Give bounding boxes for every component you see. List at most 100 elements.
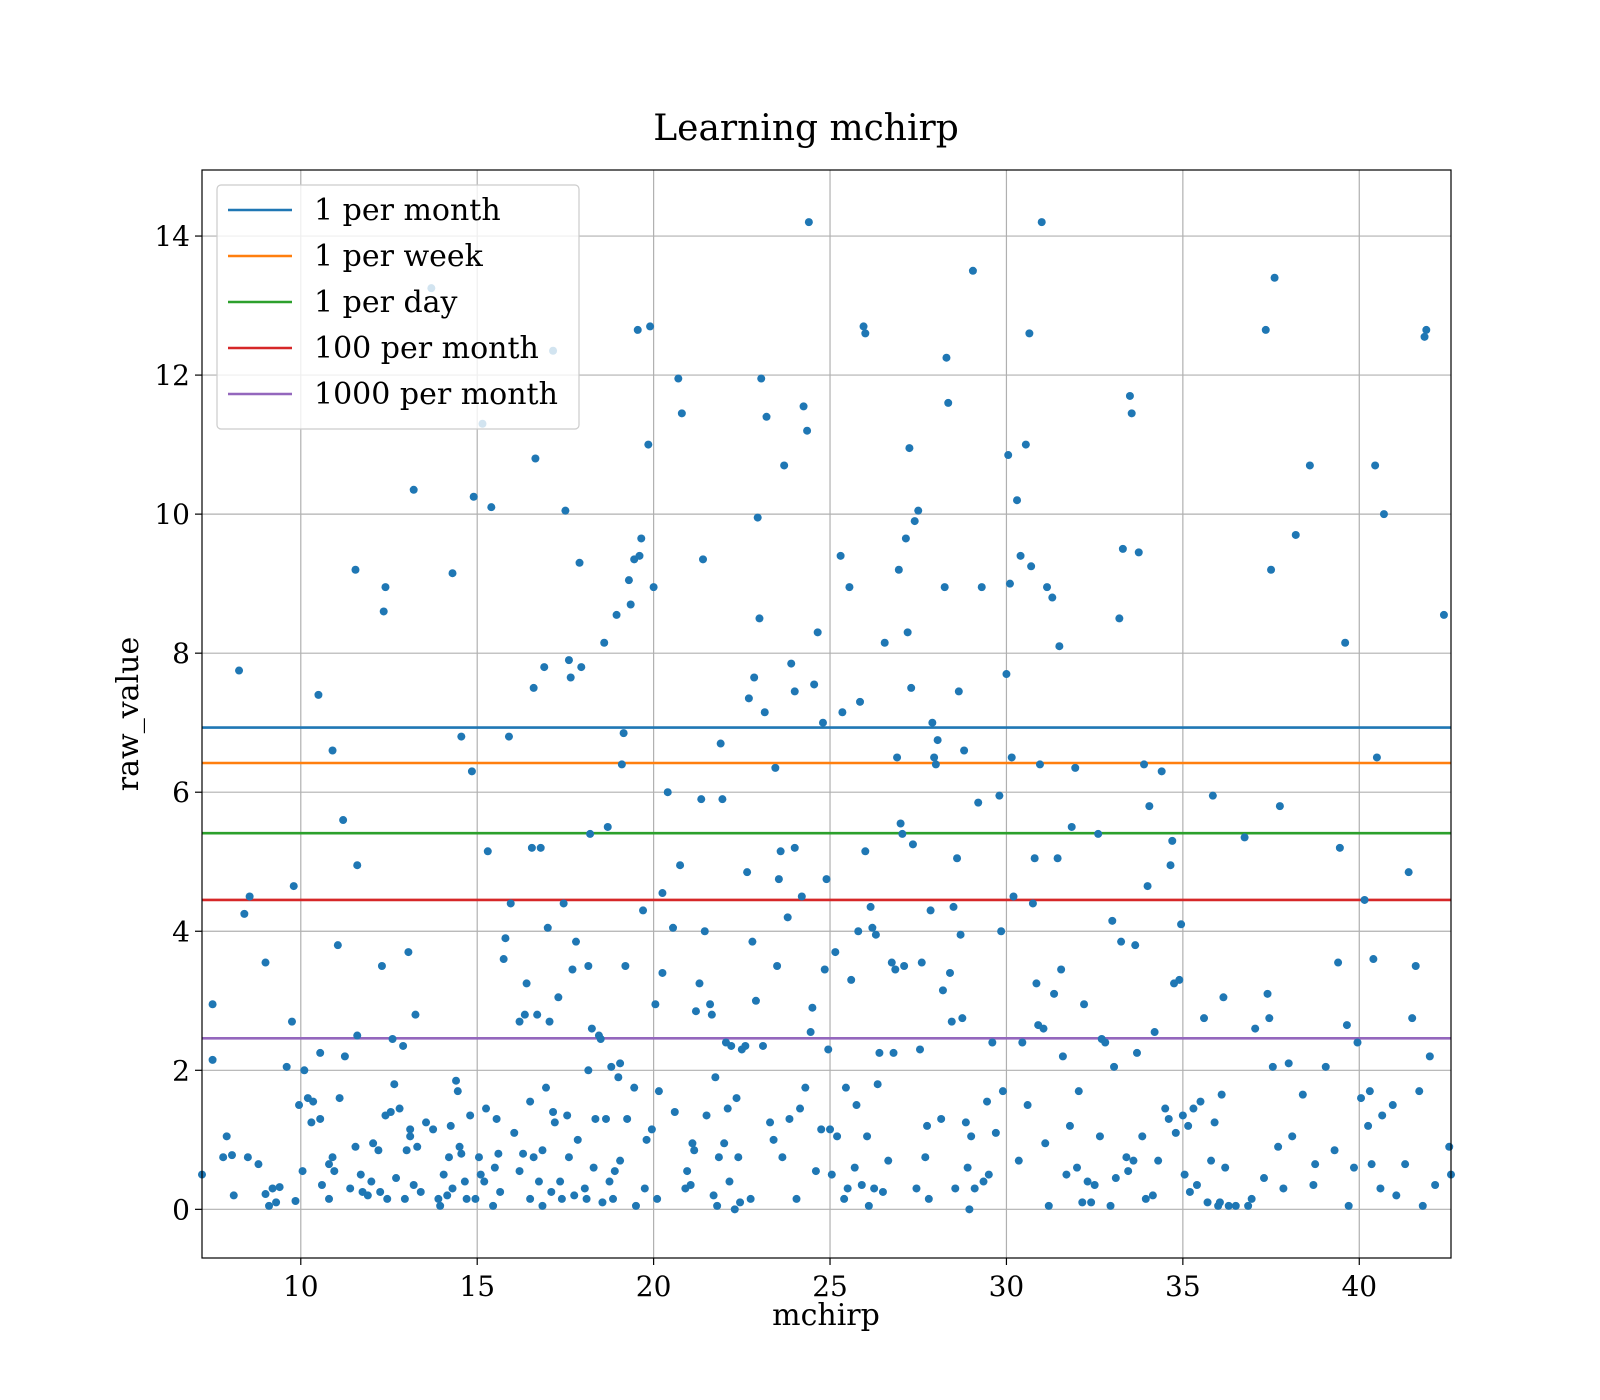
scatter-point — [697, 795, 706, 804]
scatter-point — [351, 565, 360, 574]
scatter-point — [654, 1087, 663, 1096]
scatter-point — [1231, 1201, 1240, 1210]
scatter-point — [1401, 1160, 1410, 1169]
scatter-point — [928, 718, 937, 727]
scatter-point — [587, 1024, 596, 1033]
scatter-point — [333, 941, 342, 950]
scatter-point — [910, 517, 919, 526]
scatter-point — [542, 1083, 551, 1092]
scatter-point — [766, 1118, 775, 1127]
scatter-point — [444, 1153, 453, 1162]
scatter-point — [1321, 1062, 1330, 1071]
scatter-point — [1240, 833, 1249, 842]
scatter-point — [1018, 1038, 1027, 1047]
scatter-point — [926, 906, 935, 915]
scatter-point — [730, 1205, 739, 1214]
scatter-point — [686, 1181, 695, 1190]
scatter-point — [997, 927, 1006, 936]
scatter-point — [1043, 583, 1052, 592]
scatter-point — [1154, 1156, 1163, 1165]
scatter-point — [1192, 1181, 1201, 1190]
scatter-point — [1196, 1097, 1205, 1106]
y-tick-label: 8 — [172, 637, 190, 670]
scatter-point — [1021, 440, 1030, 449]
scatter-point — [1207, 1156, 1216, 1165]
scatter-point — [538, 1146, 547, 1155]
scatter-point — [723, 1104, 732, 1113]
scatter-point — [549, 1108, 558, 1117]
scatter-point — [1090, 1181, 1099, 1190]
scatter-point — [208, 1000, 217, 1009]
scatter-point — [469, 492, 478, 501]
scatter-point — [949, 902, 958, 911]
scatter-point — [457, 732, 466, 741]
scatter-point — [570, 1191, 579, 1200]
scatter-point — [448, 569, 457, 578]
scatter-point — [395, 1104, 404, 1113]
scatter-point — [564, 656, 573, 665]
scatter-point — [711, 1073, 720, 1082]
scatter-point — [559, 899, 568, 908]
scatter-point — [406, 1132, 415, 1141]
scatter-point — [760, 708, 769, 717]
scatter-point — [1129, 1156, 1138, 1165]
scatter-point — [619, 729, 628, 738]
scatter-point — [388, 1035, 397, 1044]
scatter-point — [533, 1010, 542, 1019]
scatter-point — [1094, 829, 1103, 838]
scatter-point — [951, 1184, 960, 1193]
scatter-point — [1140, 760, 1149, 769]
scatter-point — [700, 927, 709, 936]
scatter-point — [884, 1156, 893, 1165]
scatter-point — [875, 1048, 884, 1057]
scatter-point — [758, 1041, 767, 1050]
legend-label: 1 per day — [314, 285, 458, 320]
scatter-point — [774, 875, 783, 884]
scatter-point — [1251, 1024, 1260, 1033]
scatter-point — [1037, 218, 1046, 227]
scatter-point — [356, 1170, 365, 1179]
scatter-point — [1275, 802, 1284, 811]
scatter-point — [1161, 1104, 1170, 1113]
scatter-point — [1279, 1184, 1288, 1193]
chart-title: Learning mchirp — [653, 108, 959, 149]
scatter-point — [674, 374, 683, 383]
scatter-point — [1342, 1021, 1351, 1030]
scatter-point — [1365, 1087, 1374, 1096]
scatter-point — [561, 506, 570, 515]
scatter-point — [455, 1142, 464, 1151]
scatter-point — [944, 398, 953, 407]
scatter-point — [727, 1041, 736, 1050]
scatter-point — [861, 847, 870, 856]
scatter-point — [1369, 955, 1378, 964]
scatter-point — [275, 1183, 284, 1192]
scatter-point — [699, 555, 708, 564]
axis-ticks: 10 15 20 25 30 35 40 0 2 4 6 8 10 12 14 — [154, 220, 1377, 1303]
scatter-point — [1106, 1201, 1115, 1210]
scatter-point — [571, 937, 580, 946]
scatter-point — [1041, 1139, 1050, 1148]
scatter-point — [743, 868, 752, 877]
scatter-point — [873, 1080, 882, 1089]
legend-label: 1 per month — [314, 193, 501, 228]
scatter-point — [863, 1132, 872, 1141]
scatter-point — [631, 1201, 640, 1210]
scatter-point — [610, 1167, 619, 1176]
legend-label: 1000 per month — [314, 377, 558, 412]
scatter-point — [974, 798, 983, 807]
scatter-point — [584, 962, 593, 971]
scatter-point — [346, 1184, 355, 1193]
scatter-point — [963, 1163, 972, 1172]
scatter-point — [921, 1153, 930, 1162]
scatter-point — [787, 659, 796, 668]
scatter-point — [866, 902, 875, 911]
scatter-point — [706, 1000, 715, 1009]
scatter-point — [1078, 1198, 1087, 1207]
scatter-point — [958, 1014, 967, 1023]
scatter-point — [736, 1198, 745, 1207]
scatter-point — [637, 534, 646, 543]
scatter-point — [617, 760, 626, 769]
scatter-point — [1189, 1104, 1198, 1113]
scatter-point — [1168, 836, 1177, 845]
scatter-point — [813, 628, 822, 637]
